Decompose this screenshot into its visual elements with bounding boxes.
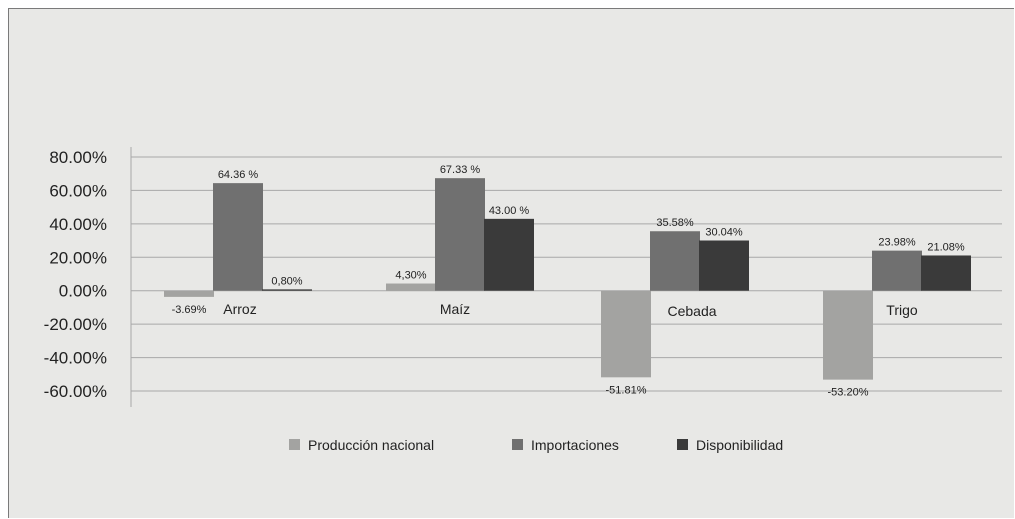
legend-swatch <box>289 439 300 450</box>
bar <box>386 283 436 291</box>
data-label: -3.69% <box>172 304 207 316</box>
bar <box>921 255 971 291</box>
data-label: 30.04% <box>705 227 743 239</box>
category-label: Arroz <box>223 301 256 317</box>
bars <box>164 178 971 380</box>
y-tick-label: 0.00% <box>59 282 107 301</box>
category-labels: Arroz Maíz Cebada Trigo <box>223 301 918 319</box>
data-label: 35.58% <box>656 217 694 229</box>
data-label: 67.33 % <box>440 164 481 176</box>
category-label: Cebada <box>667 303 716 319</box>
category-label: Maíz <box>440 301 470 317</box>
y-tick-label: 80.00% <box>49 148 107 167</box>
bar <box>872 250 922 291</box>
legend-swatch <box>512 439 523 450</box>
y-axis: 80.00% 60.00% 40.00% 20.00% 0.00% -20.00% -40.… <box>44 147 132 407</box>
bar <box>823 290 873 380</box>
data-label: 64.36 % <box>218 169 259 181</box>
y-tick-label: -20.00% <box>44 315 107 334</box>
y-tick-label: -60.00% <box>44 382 107 401</box>
y-tick-label: 40.00% <box>49 215 107 234</box>
data-label: 4,30% <box>395 270 426 282</box>
data-labels: -3.69% 4,30% -51.81% -53.20% 64.36 % 67.33 % 3… <box>172 164 965 398</box>
data-label: 43.00 % <box>489 205 530 217</box>
bar <box>601 290 651 378</box>
legend-label: Importaciones <box>531 437 619 453</box>
bar <box>699 240 749 291</box>
data-label: -53.20% <box>828 387 869 399</box>
y-tick-label: 20.00% <box>49 248 107 267</box>
legend-label: Producción nacional <box>308 437 434 453</box>
gridlines <box>131 156 1002 392</box>
bar <box>650 231 700 291</box>
bar <box>435 178 485 291</box>
bar <box>484 218 534 291</box>
data-label: 23.98% <box>878 237 916 249</box>
bar-chart: 80.00% 60.00% 40.00% 20.00% 0.00% -20.00% -40.… <box>44 147 1002 453</box>
category-label: Trigo <box>886 302 918 318</box>
data-label: -51.81% <box>606 384 647 396</box>
legend-swatch <box>677 439 688 450</box>
legend-label: Disponibilidad <box>696 437 783 453</box>
data-label: 0,80% <box>271 275 302 287</box>
bar <box>213 183 263 291</box>
y-tick-label: 60.00% <box>49 181 107 200</box>
chart-frame: 80.00% 60.00% 40.00% 20.00% 0.00% -20.00% -40.… <box>8 8 1014 518</box>
data-label: 21.08% <box>927 241 965 253</box>
bar <box>262 289 312 291</box>
legend: Producción nacional Importaciones Disponib… <box>289 437 783 453</box>
bar <box>164 290 214 297</box>
y-tick-label: -40.00% <box>44 349 107 368</box>
